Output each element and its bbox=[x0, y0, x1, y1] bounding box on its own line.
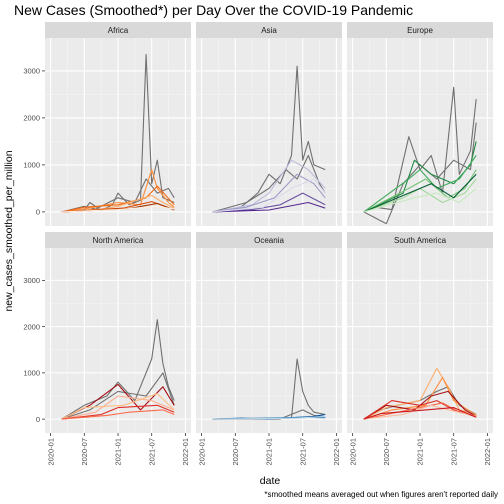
facet-panel: South America bbox=[347, 232, 493, 433]
facet-panel: Asia bbox=[196, 22, 342, 226]
facet-panels: Africa Asia Europe North America Oceania Sout… bbox=[45, 22, 493, 433]
facet-strip-label: Europe bbox=[407, 26, 433, 35]
series-line bbox=[212, 159, 326, 213]
series-line bbox=[61, 409, 175, 420]
series-line bbox=[61, 393, 175, 420]
y-tick-label: 3000 bbox=[23, 67, 40, 76]
facet-strip bbox=[196, 22, 342, 38]
facet-strip bbox=[196, 232, 342, 248]
series-line bbox=[212, 173, 326, 213]
facet-strip-label: Oceania bbox=[254, 236, 284, 245]
x-tick-label: 2022-01 bbox=[181, 438, 190, 466]
series-line bbox=[61, 169, 175, 213]
x-tick-label: 2020-07 bbox=[80, 438, 89, 466]
series-line bbox=[61, 205, 175, 213]
x-tick-label: 2020-07 bbox=[382, 438, 391, 466]
series-line bbox=[212, 192, 326, 213]
y-tick-label: 2000 bbox=[23, 114, 40, 123]
facet-strip-label: North America bbox=[93, 236, 144, 245]
series-line bbox=[363, 173, 477, 213]
y-tick-label: 1000 bbox=[23, 161, 40, 170]
x-axis: 2020-01 2020-07 2021-01 2021-07 2022-01 2020-… bbox=[46, 433, 492, 466]
series-line bbox=[212, 415, 326, 420]
chart-caption: *smoothed means averaged out when figure… bbox=[264, 490, 498, 499]
x-tick-label: 2021-07 bbox=[147, 438, 156, 466]
y-axis: 0 1000 2000 3000 0 1000 2000 3000 bbox=[23, 67, 45, 424]
y-tick-label: 2000 bbox=[23, 322, 40, 331]
series-line bbox=[212, 201, 326, 213]
facet-strip bbox=[347, 22, 493, 38]
y-tick-label: 0 bbox=[36, 415, 40, 424]
x-tick-label: 2022-01 bbox=[332, 438, 341, 466]
series-line bbox=[61, 372, 175, 420]
series-line bbox=[61, 53, 175, 213]
series-line bbox=[363, 390, 477, 420]
y-tick-label: 0 bbox=[36, 208, 40, 217]
y-tick-label: 3000 bbox=[23, 276, 40, 285]
x-tick-label: 2021-01 bbox=[265, 438, 274, 466]
y-tick-label: 1000 bbox=[23, 369, 40, 378]
series-line bbox=[363, 404, 477, 420]
series-line bbox=[363, 376, 477, 420]
series-line bbox=[363, 178, 477, 213]
series-line bbox=[363, 141, 477, 213]
x-tick-label: 2020-01 bbox=[348, 438, 357, 466]
facet-series bbox=[61, 53, 175, 213]
y-axis-title: new_cases_smoothed_per_million bbox=[3, 150, 15, 311]
x-tick-label: 2020-07 bbox=[231, 438, 240, 466]
facet-series bbox=[212, 65, 326, 213]
series-line bbox=[212, 178, 326, 213]
facet-panel: Africa bbox=[45, 22, 191, 226]
x-tick-label: 2022-01 bbox=[483, 438, 492, 466]
facet-panel: Europe bbox=[347, 22, 493, 226]
x-tick-label: 2021-01 bbox=[114, 438, 123, 466]
facet-strip bbox=[45, 22, 191, 38]
facet-series bbox=[363, 367, 477, 420]
series-line bbox=[363, 155, 477, 213]
facet-panel: North America bbox=[45, 232, 191, 433]
facet-series bbox=[212, 358, 326, 420]
facet-strip bbox=[45, 232, 191, 248]
x-tick-label: 2021-07 bbox=[449, 438, 458, 466]
series-line bbox=[61, 404, 175, 420]
x-axis-title: date bbox=[260, 475, 281, 487]
facet-strip-label: Africa bbox=[108, 26, 129, 35]
series-line bbox=[212, 65, 326, 213]
x-tick-label: 2020-01 bbox=[46, 438, 55, 466]
facet-series bbox=[61, 319, 175, 420]
series-line bbox=[363, 169, 477, 213]
x-tick-label: 2021-01 bbox=[416, 438, 425, 466]
series-line bbox=[363, 407, 477, 420]
facet-series bbox=[363, 86, 477, 225]
facet-strip-label: Asia bbox=[261, 26, 277, 35]
chart-title: New Cases (Smoothed*) per Day Over the C… bbox=[14, 2, 413, 18]
series-line bbox=[212, 154, 326, 213]
series-line bbox=[363, 187, 477, 213]
series-line bbox=[363, 86, 477, 213]
facet-strip-label: South America bbox=[394, 236, 447, 245]
x-tick-label: 2020-01 bbox=[197, 438, 206, 466]
facet-panel: Oceania bbox=[196, 232, 342, 433]
x-tick-label: 2021-07 bbox=[298, 438, 307, 466]
series-line bbox=[61, 395, 175, 420]
facet-strip bbox=[347, 232, 493, 248]
